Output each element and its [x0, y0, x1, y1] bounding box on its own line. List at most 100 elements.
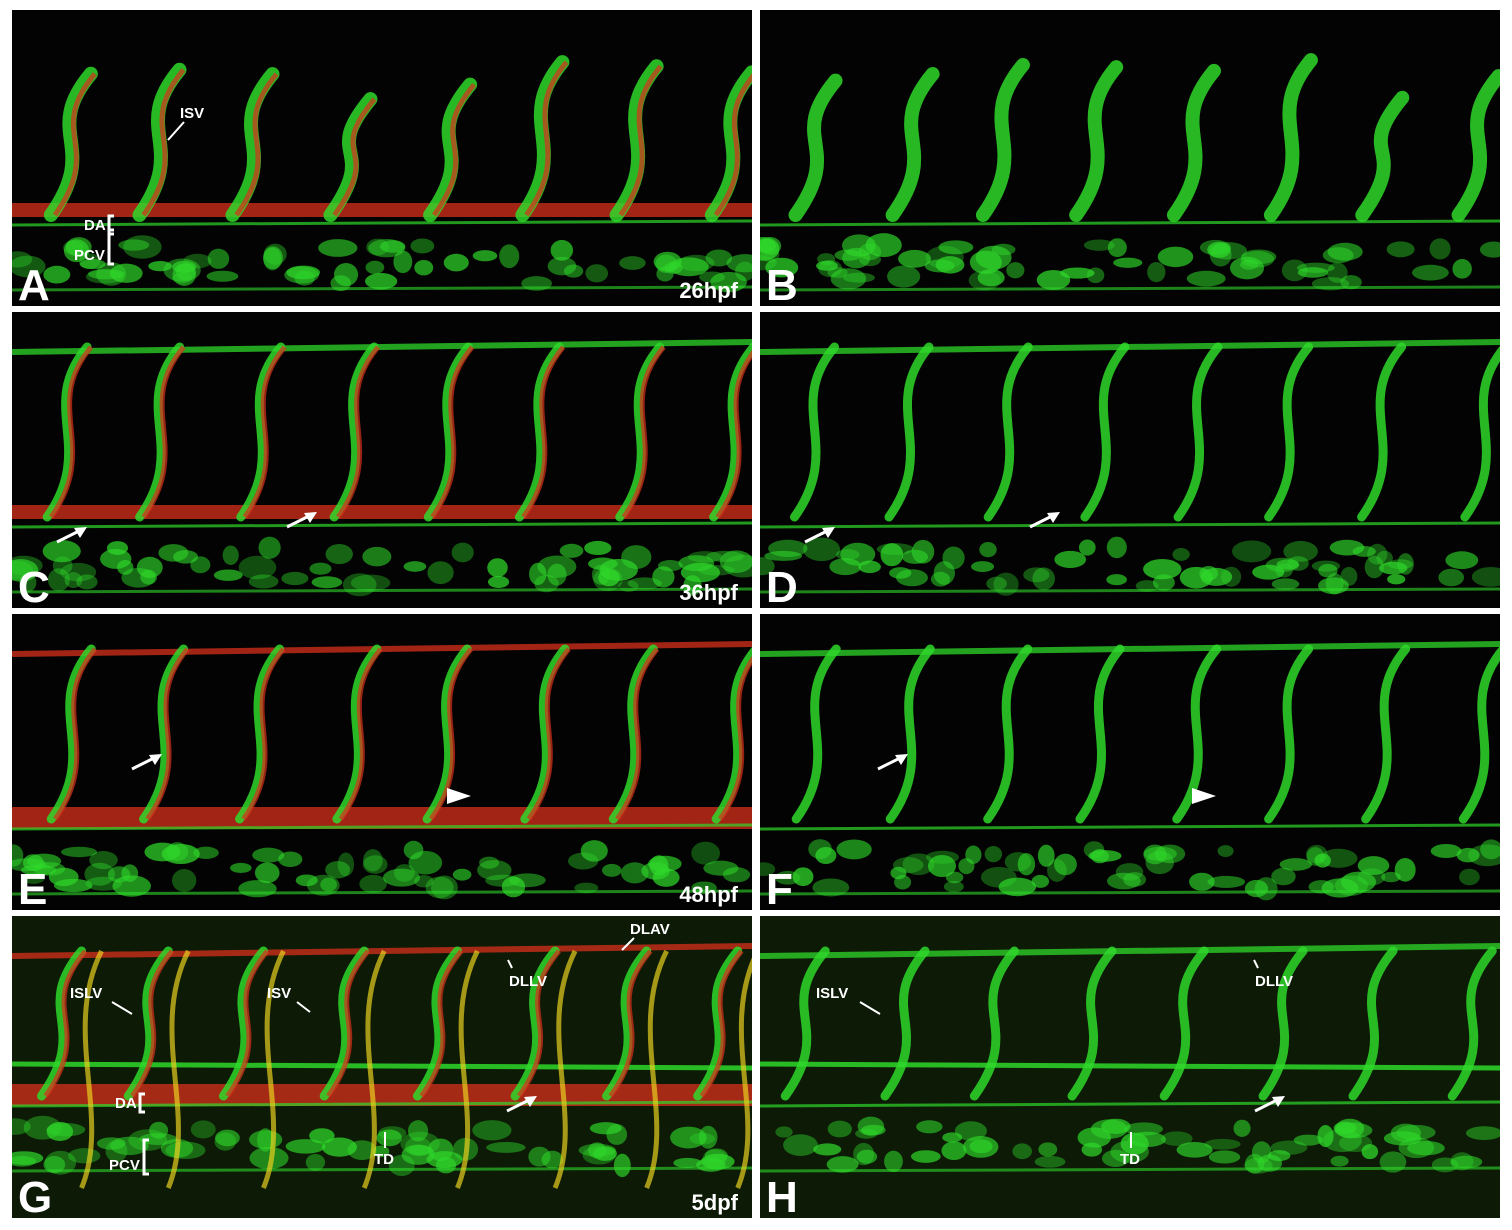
pcv-cell — [842, 272, 875, 283]
pcv-cell — [443, 253, 469, 272]
pcv-cell — [1031, 874, 1050, 888]
pcv-cell — [1106, 536, 1127, 559]
pcv-cell — [698, 565, 735, 576]
pcv-cell — [816, 260, 838, 271]
isv-red — [234, 72, 279, 217]
pcv-cell — [935, 256, 965, 274]
pcv-cell — [829, 558, 862, 576]
bracket — [138, 1092, 145, 1114]
pcv-cell — [278, 851, 303, 868]
bracket — [107, 214, 114, 236]
pcv-cell — [372, 1145, 390, 1158]
pcv-cell — [12, 255, 46, 278]
pcv-cell — [760, 557, 775, 576]
pcv-edge — [760, 587, 1500, 594]
pcv-cell — [1352, 545, 1376, 557]
pcv-cell — [1113, 257, 1143, 268]
pcv-cell — [916, 1120, 943, 1134]
pcv-cell — [865, 233, 902, 258]
pcv-cell — [1034, 1155, 1066, 1168]
isv-red — [49, 345, 94, 519]
pcv-cell — [1143, 844, 1167, 865]
isv — [1159, 946, 1209, 1101]
pcv-cell — [407, 1120, 429, 1142]
pcv-cell — [1271, 867, 1296, 886]
pcv-cell — [1479, 241, 1500, 258]
bracket — [107, 228, 114, 266]
isv — [1166, 63, 1221, 222]
pcv-cell — [942, 546, 965, 570]
pcv-cell — [698, 1125, 718, 1149]
pcv-cell — [1367, 543, 1388, 565]
pcv-cell — [365, 273, 398, 290]
pcv-cell — [1143, 558, 1182, 580]
vessel-label: DA — [115, 1095, 137, 1112]
isv — [1348, 946, 1398, 1101]
islv — [361, 949, 387, 1189]
pcv-cell — [1106, 574, 1127, 586]
isv — [236, 342, 286, 522]
pcv-cell — [735, 261, 752, 282]
pcv-cell — [403, 561, 427, 572]
pcv-cell — [977, 269, 1005, 287]
stage-label: 36hpf — [679, 580, 738, 605]
isv — [1460, 346, 1500, 522]
pcv-cell — [1438, 568, 1465, 587]
pcv-cell — [1357, 868, 1386, 886]
isv-red — [715, 350, 752, 519]
isv — [885, 67, 940, 222]
panel-letter: E — [18, 865, 47, 914]
pcv-cell — [295, 874, 318, 887]
pcv-cell — [248, 574, 279, 589]
pcv-cell — [1387, 559, 1414, 570]
pcv-cell — [1394, 857, 1416, 882]
pcv-cell — [451, 542, 474, 563]
pcv-cell — [1124, 1122, 1164, 1136]
panel-letter: C — [18, 563, 50, 612]
pcv-cell — [986, 576, 1007, 591]
pcv-cell — [968, 270, 1001, 291]
pcv-cell — [325, 861, 351, 879]
pcv-cell — [606, 1123, 628, 1145]
pcv-cell — [190, 1120, 216, 1139]
pcv-cell — [826, 1156, 859, 1173]
pcv-cell — [380, 240, 406, 253]
pcv-cell — [383, 868, 420, 887]
isv-red — [432, 82, 477, 217]
pcv-cell — [726, 254, 752, 273]
pcv-cell — [1276, 559, 1299, 570]
pcv-cell — [1376, 550, 1393, 566]
pcv-cell — [206, 270, 239, 282]
pcv-cell — [166, 842, 189, 862]
isv — [609, 59, 664, 222]
pcv-cell — [902, 853, 935, 876]
pcv-cell — [1254, 877, 1278, 901]
pcv-cell — [1172, 548, 1190, 561]
pcv-cell — [984, 845, 1003, 863]
pcv-cell — [943, 880, 964, 893]
pcv-cell — [365, 260, 385, 275]
isv — [139, 644, 189, 824]
pcv-cell — [889, 567, 912, 579]
da-edge — [760, 219, 1500, 227]
isv — [608, 644, 658, 824]
pcv-cell — [89, 851, 118, 870]
isv-red — [332, 97, 377, 217]
pcv-cell — [1036, 270, 1071, 290]
pcv-cell — [719, 550, 752, 574]
pcv-cell — [79, 259, 106, 270]
pcv-cell — [12, 858, 48, 872]
isv — [1258, 946, 1308, 1101]
isv-red — [145, 647, 190, 821]
label-leader — [296, 1001, 311, 1013]
pcv-cell — [1364, 555, 1384, 579]
pcv-cell — [941, 1141, 967, 1161]
pcv-cell — [452, 868, 472, 881]
pcv-cell — [705, 249, 733, 267]
pcv-cell — [325, 543, 353, 565]
pcv-cell — [1037, 844, 1055, 867]
vessel-label: DLLV — [1255, 973, 1293, 990]
pcv-cell — [1208, 1150, 1241, 1164]
vessel-label: DLLV — [509, 973, 547, 990]
